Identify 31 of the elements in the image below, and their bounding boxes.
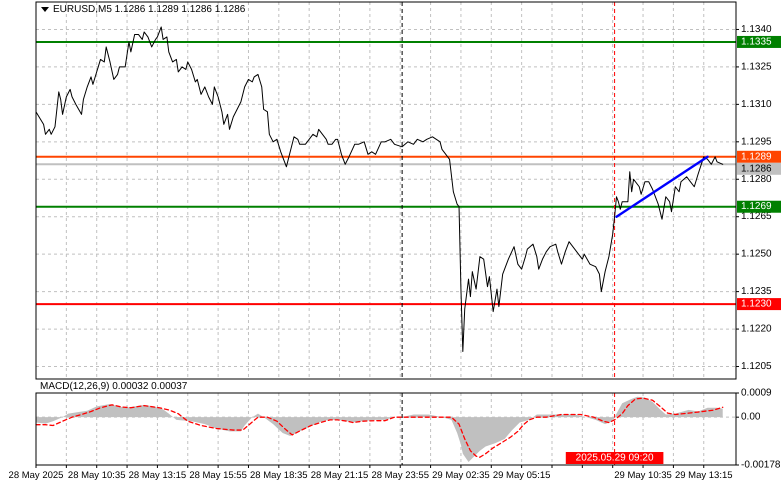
x-tick-label: 28 May 18:35 (250, 470, 308, 481)
chart-title: EURUSD,M5 1.1286 1.1289 1.1286 1.1286 (53, 4, 246, 15)
x-tick-label: 28 May 13:15 (128, 470, 186, 481)
ref-line-label: 2025.05.29 09:20 (576, 452, 654, 464)
y-tick-label: 1.1235 (741, 286, 772, 298)
x-tick-label: 29 May 13:15 (674, 470, 733, 481)
y-tick-label: 1.1280 (741, 174, 772, 185)
y-tick-label: -0.00178 (741, 460, 781, 470)
ref-line-label: 1.1289 (741, 151, 772, 162)
x-tick-label: 28 May 10:35 (68, 470, 126, 481)
y-tick-label: 1.1340 (741, 24, 772, 35)
ref-line-label: 1.1335 (741, 36, 772, 48)
y-tick-label: 0.00 (741, 412, 761, 423)
y-tick-label: 0.0009 (741, 388, 772, 398)
x-tick-label: 29 May 10:35 (614, 470, 672, 481)
y-tick-label: 1.1325 (741, 61, 772, 72)
x-tick-label: 28 May 2025 (8, 470, 64, 481)
y-tick-label: 1.1205 (741, 361, 772, 372)
x-tick-label: 28 May 21:15 (310, 470, 368, 481)
ref-line-label: 1.1269 (741, 201, 772, 212)
x-tick-label: 28 May 15:55 (189, 470, 247, 481)
y-tick-label: 1.1250 (741, 248, 772, 260)
ref-line-label: 1.1286 (741, 163, 772, 174)
ref-line-label: 1.1230 (741, 298, 772, 310)
y-tick-label: 1.1310 (741, 98, 772, 110)
x-tick-label: 29 May 05:15 (492, 470, 550, 481)
x-tick-label: 28 May 23:55 (371, 470, 430, 481)
y-tick-label: 1.1295 (741, 136, 772, 148)
x-tick-label: 29 May 02:35 (432, 470, 490, 481)
y-tick-label: 1.1220 (741, 324, 772, 335)
chart-title: MACD(12,26,9) 0.00032 0.00037 (40, 381, 188, 392)
